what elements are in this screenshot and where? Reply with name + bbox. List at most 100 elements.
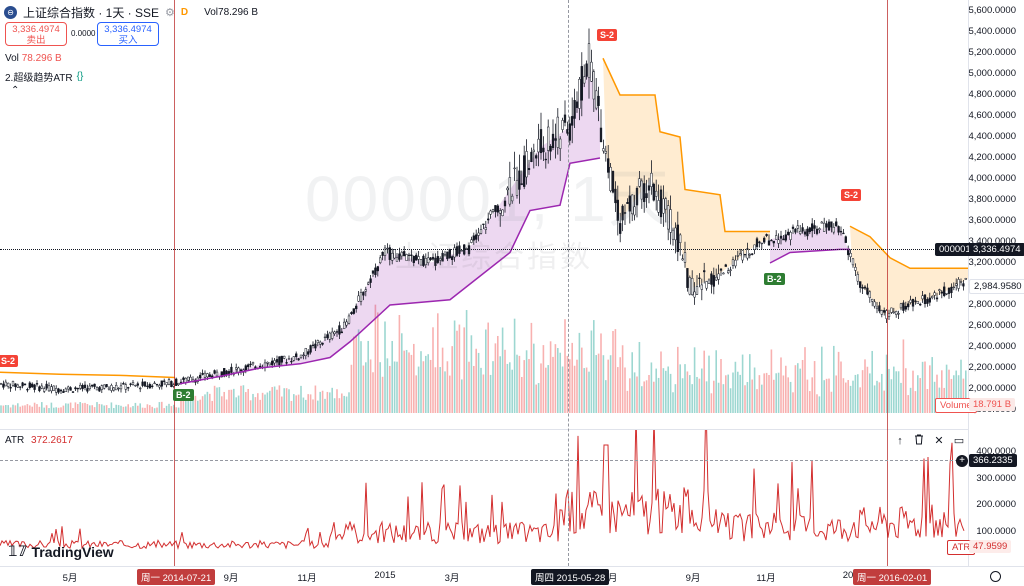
volume-bar xyxy=(187,394,189,413)
volume-bar xyxy=(312,399,314,413)
candle-body xyxy=(820,221,823,224)
volume-bar xyxy=(127,404,129,413)
watermark-code: 000001, 1天 xyxy=(305,163,674,235)
candle-body xyxy=(247,364,250,368)
volume-bar xyxy=(626,390,629,413)
candle-body xyxy=(155,383,159,386)
candle-body xyxy=(717,273,720,280)
maximize-pane-icon[interactable]: ▭ xyxy=(953,435,965,447)
candle-body xyxy=(772,240,775,244)
tradingview-logo-icon: 𝟙𝟟 xyxy=(8,543,28,559)
trash-icon[interactable] xyxy=(912,434,926,448)
volume-bar xyxy=(134,402,137,413)
candle-body xyxy=(518,170,521,190)
volume-bar xyxy=(321,390,324,413)
candle-body xyxy=(955,283,958,286)
volume-bar xyxy=(737,371,739,413)
volume-bar xyxy=(753,367,756,413)
candle-body xyxy=(611,171,615,193)
buy-button[interactable]: 3,336.4974 买入 xyxy=(97,22,159,46)
symbol-logo-icon[interactable]: ⊖ xyxy=(4,6,17,19)
candle-body xyxy=(561,120,564,130)
candle-body xyxy=(695,286,699,295)
candle-body xyxy=(275,359,279,363)
volume-bar xyxy=(619,357,621,413)
volume-bar xyxy=(941,370,943,413)
buy-label: 买入 xyxy=(118,35,138,46)
volume-bar xyxy=(782,375,785,413)
add-alert-icon[interactable]: + xyxy=(956,455,968,467)
volume-bar xyxy=(542,345,545,413)
candle-body xyxy=(547,126,550,151)
candle-body xyxy=(184,377,187,383)
atr-legend[interactable]: ATR 372.2617 xyxy=(5,435,73,446)
volume-bar xyxy=(353,336,355,413)
candle-body xyxy=(712,275,715,287)
candle-body xyxy=(801,227,804,232)
indicator-source-icon[interactable]: {} xyxy=(76,71,84,82)
candle-body xyxy=(14,383,17,388)
volume-bar xyxy=(650,362,653,413)
price-tick: 5,200.0000 xyxy=(968,47,1016,58)
pane-separator[interactable] xyxy=(0,429,968,430)
volume-bar xyxy=(828,378,830,413)
volume-bar xyxy=(415,375,417,413)
candle-body xyxy=(609,166,612,192)
volume-bar xyxy=(741,354,744,413)
volume-bar xyxy=(602,355,605,413)
atr-label: ATR xyxy=(5,435,25,446)
candle-body xyxy=(220,371,223,378)
volume-bar xyxy=(504,349,506,413)
volume-bar xyxy=(211,400,213,413)
price-chart[interactable] xyxy=(0,0,968,430)
indicator-row[interactable]: 2.超级趋势ATR {} xyxy=(5,69,83,84)
sell-button[interactable]: 3,336.4974 卖出 xyxy=(5,22,67,46)
settings-icon[interactable]: ⚙ xyxy=(165,7,175,19)
volume-bar xyxy=(0,405,2,413)
atr-chart[interactable] xyxy=(0,430,968,565)
candle-body xyxy=(136,383,139,386)
volume-bar xyxy=(825,378,828,413)
candle-body xyxy=(623,212,627,214)
candle-body xyxy=(112,387,115,391)
volume-bar xyxy=(811,377,813,413)
candle-body xyxy=(11,381,15,386)
volume-bar xyxy=(751,379,753,413)
volume-bar xyxy=(237,395,240,413)
tradingview-logo[interactable]: 𝟙𝟟 TradingView xyxy=(8,543,114,560)
supertrend-fill-area xyxy=(850,226,968,315)
price-tick: 4,400.0000 xyxy=(968,131,1016,142)
candle-body xyxy=(779,235,783,239)
volume-bar xyxy=(379,362,381,413)
volume-bar xyxy=(686,371,689,413)
volume-bar xyxy=(235,397,237,413)
candle-body xyxy=(484,227,487,230)
candle-body xyxy=(295,353,298,358)
collapse-pane-icon[interactable]: ✕ xyxy=(934,435,944,447)
candle-body xyxy=(679,234,682,243)
candle-body xyxy=(892,311,895,314)
time-axis-settings-icon[interactable] xyxy=(990,571,1001,582)
collapse-legend-icon[interactable]: ⌃ xyxy=(11,85,20,96)
candle-body xyxy=(789,232,792,240)
candle-body xyxy=(93,383,96,387)
buy-signal-2: B-2 xyxy=(764,273,785,285)
volume-bar xyxy=(103,405,105,413)
volume-bar xyxy=(276,389,278,413)
volume-bar xyxy=(129,407,132,413)
candle-body xyxy=(429,257,432,260)
candle-body xyxy=(379,257,382,264)
candle-body xyxy=(33,384,36,390)
move-up-icon[interactable]: ↑ xyxy=(897,435,903,447)
candle-body xyxy=(7,382,10,387)
candle-body xyxy=(607,158,610,173)
candle-body xyxy=(23,383,27,386)
candle-body xyxy=(266,361,269,364)
candle-body xyxy=(674,227,677,241)
volume-bar xyxy=(264,394,266,413)
volume-bar xyxy=(393,361,396,413)
volume-bar xyxy=(451,346,453,413)
volume-bar xyxy=(936,374,938,413)
candle-body xyxy=(515,180,519,196)
symbol-title[interactable]: 上证综合指数 · 1天 · SSE xyxy=(23,6,160,20)
